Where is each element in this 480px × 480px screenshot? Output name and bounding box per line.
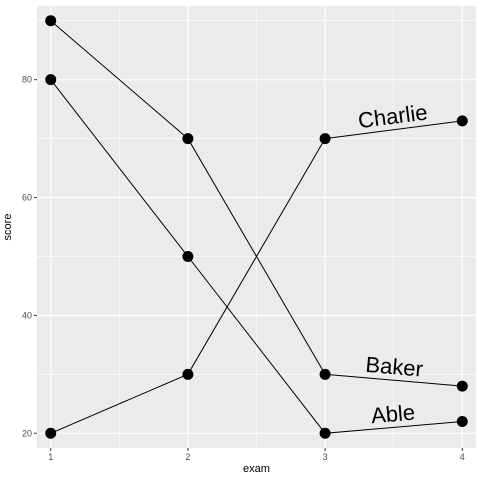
data-point-charlie [320,133,331,144]
data-point-baker [182,133,193,144]
data-point-baker [45,15,56,26]
data-point-able [182,251,193,262]
x-tick-label: 3 [323,452,328,462]
data-point-charlie [457,115,468,126]
x-axis-title: exam [243,463,270,475]
series-label-able: Able [370,400,416,429]
y-tick-label: 80 [22,75,32,85]
x-tick-label: 1 [48,452,53,462]
data-point-charlie [182,369,193,380]
x-tick-label: 2 [185,452,190,462]
data-point-able [45,74,56,85]
data-point-baker [457,381,468,392]
x-tick-label: 4 [460,452,465,462]
data-point-baker [320,369,331,380]
series-label-baker: Baker [365,352,424,382]
y-tick-label: 20 [22,428,32,438]
y-axis-title: score [2,214,14,241]
data-point-able [457,416,468,427]
y-tick-label: 60 [22,193,32,203]
data-point-charlie [45,428,56,439]
y-tick-label: 40 [22,310,32,320]
x-axis-ticks: 1 2 3 4 [48,448,465,462]
y-axis-ticks: 20 40 60 80 [22,75,37,439]
data-point-able [320,428,331,439]
